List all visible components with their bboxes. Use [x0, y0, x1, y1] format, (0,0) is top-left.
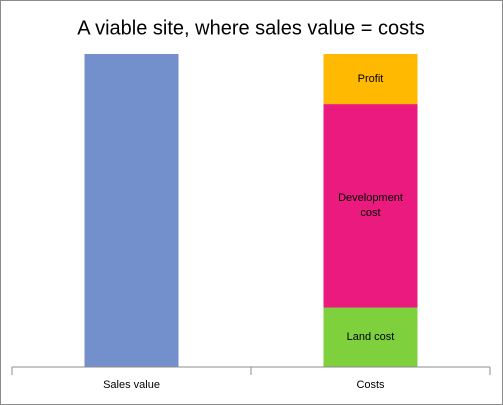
bar-segment: [323, 104, 418, 308]
segment-label: Development cost: [338, 191, 403, 219]
segment-label: Land cost: [346, 330, 395, 343]
bar-segment: [84, 54, 179, 367]
x-tick-label: Sales value: [103, 379, 160, 391]
bar-segment: [323, 307, 418, 367]
segment-label: Profit: [357, 72, 384, 85]
chart-title: A viable site, where sales value = costs: [77, 17, 424, 39]
segment-label-box: Profit: [357, 72, 384, 85]
segment-label-box: Development cost: [338, 191, 403, 219]
segment-label-box: Land cost: [346, 330, 395, 343]
bar-segment: [323, 54, 418, 105]
x-tick-label: Costs: [356, 379, 385, 391]
